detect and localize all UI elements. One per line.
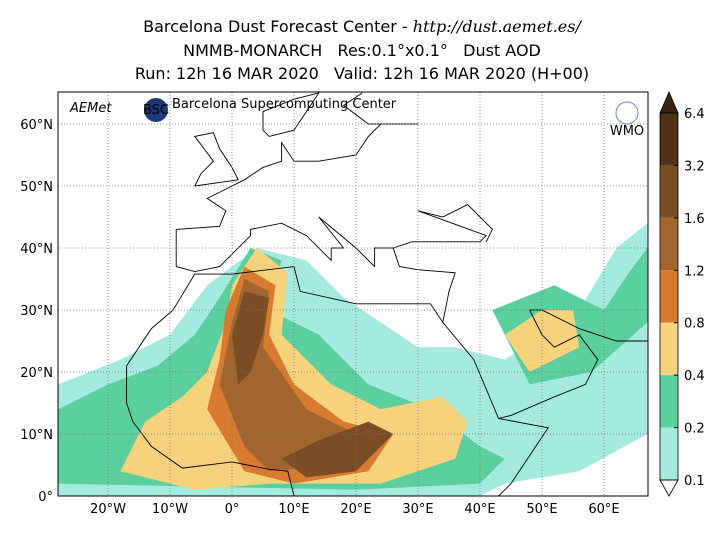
colorbar-segment	[660, 270, 678, 323]
lon-label: 20°E	[340, 502, 371, 517]
lat-label: 50°N	[20, 180, 53, 195]
colorbar-segment	[660, 165, 678, 218]
colorbar-segment	[660, 113, 678, 166]
wmo-text: WMO	[610, 124, 644, 139]
wmo-emblem	[615, 101, 639, 125]
coast-med-north	[176, 217, 393, 272]
lat-label: 40°N	[20, 242, 53, 257]
lat-label: 10°N	[20, 428, 53, 443]
coast-norway	[263, 93, 319, 136]
colorbar: 6.4 3.2 1.6 1.2 0.8 0.4 0.2 0.1	[659, 90, 705, 497]
lat-label: 20°N	[20, 366, 53, 381]
bsc-circle	[144, 98, 168, 122]
lon-label: 30°E	[402, 502, 433, 517]
colorbar-label: 0.2	[684, 422, 705, 437]
map-frame	[57, 91, 649, 497]
bsc-name: Barcelona Supercomputing Center	[172, 97, 397, 112]
colorbar-segment	[660, 375, 678, 428]
coast-arabia	[499, 310, 648, 419]
colorbar-label: 0.8	[684, 317, 705, 332]
lat-label: 0°	[38, 490, 53, 505]
dust-09	[281, 421, 394, 478]
dust-field	[58, 93, 648, 496]
lon-label: 10°W	[152, 502, 188, 517]
colorbar-label: 1.2	[684, 264, 705, 279]
aemet-logo: AEMet	[69, 101, 112, 116]
colorbar-segment	[660, 217, 678, 271]
colorbar-segment	[660, 427, 678, 480]
bsc-logo: BSC Barcelona Supercomputing Center	[143, 97, 397, 122]
colorbar-segment	[660, 322, 678, 376]
aemet-text: AEMet	[69, 101, 112, 116]
lon-label: 50°E	[526, 502, 557, 517]
coast-levant	[393, 205, 492, 323]
run-info: Run: 12h 16 MAR 2020 Valid: 12h 16 MAR 2…	[135, 64, 589, 83]
lat-label: 60°N	[20, 118, 53, 133]
colorbar-label: 1.6	[684, 212, 705, 227]
colorbar-label: 3.2	[684, 159, 705, 174]
colorbar-label: 6.4	[684, 107, 705, 122]
coast-britain	[195, 133, 238, 186]
wmo-logo: WMO	[610, 101, 644, 139]
colorbar-extend-bottom	[659, 479, 679, 497]
url: http://dust.aemet.es/	[413, 17, 583, 36]
colorbar-frame	[659, 112, 679, 481]
colorbar-extend-top	[659, 90, 679, 114]
lon-label: 20°W	[90, 502, 126, 517]
lon-label: 60°E	[588, 502, 619, 517]
map-layer	[58, 92, 648, 496]
title: Barcelona Dust Forecast Center - http://…	[143, 17, 582, 36]
title-text: Barcelona Dust Forecast Center -	[143, 17, 413, 36]
lon-label: 40°E	[464, 502, 495, 517]
subtitle: NMMB-MONARCH Res:0.1°x0.1° Dust AOD	[183, 41, 541, 60]
colorbar-label: 0.1	[684, 474, 705, 489]
colorbar-label: 0.4	[684, 369, 705, 384]
dust-08	[232, 291, 270, 385]
lon-label: 0°	[225, 502, 240, 517]
coast-europe-west	[176, 93, 418, 267]
lat-label: 30°N	[20, 304, 53, 319]
axis-labels: 0° 10°N 20°N 30°N 40°N 50°N 60°N 20°W 10°W 0° 10°E…	[20, 118, 619, 517]
bsc-text: BSC	[143, 103, 169, 118]
lon-label: 10°E	[278, 502, 309, 517]
graticule	[58, 92, 648, 496]
